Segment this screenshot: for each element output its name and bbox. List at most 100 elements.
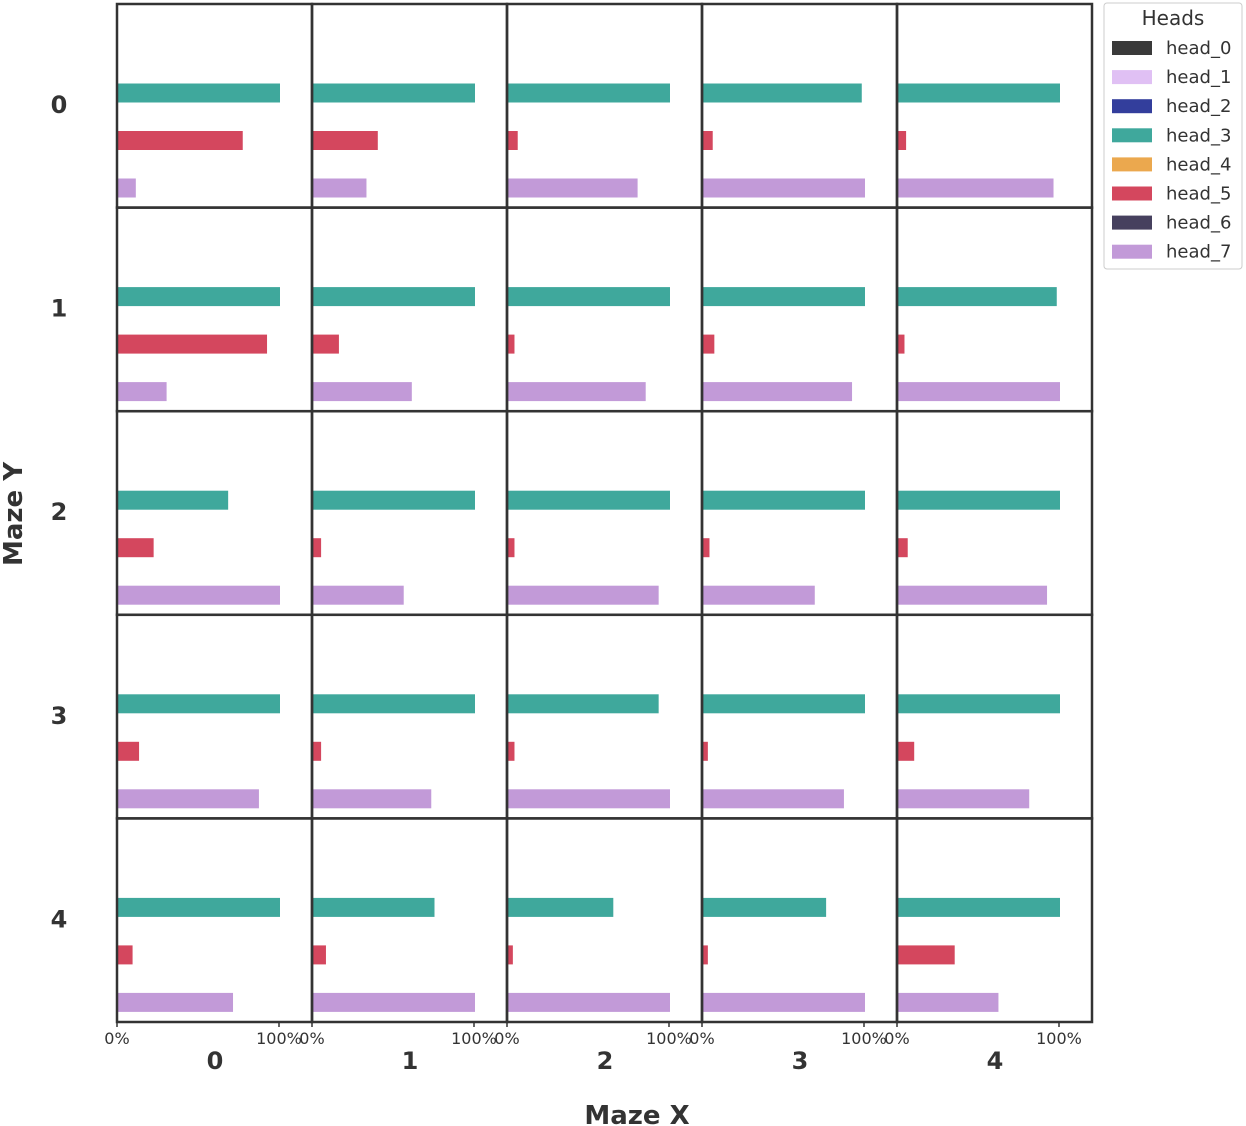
x-tick-label: 0% <box>494 1029 519 1048</box>
panel-y3-x2 <box>508 694 670 809</box>
panel-y3-x1 <box>313 694 475 809</box>
panel-y0-x4 <box>898 83 1060 198</box>
bar-head_7-y3-x2 <box>508 789 670 809</box>
panel-y2-x2 <box>508 490 670 605</box>
bar-head_5-y4-x4 <box>898 945 955 965</box>
bar-head_5-y2-x3 <box>703 538 710 558</box>
bar-head_5-y2-x4 <box>898 538 908 558</box>
legend-swatch <box>1112 244 1152 259</box>
panel-grid <box>115 2 1094 1024</box>
panel-frame-y0-x1 <box>310 2 509 209</box>
panel-frame-y1-x4 <box>895 206 1094 413</box>
x-tick-label: 0% <box>299 1029 324 1048</box>
bar-head_7-y4-x4 <box>898 992 999 1012</box>
bar-head_7-y0-x0 <box>118 178 136 198</box>
bar-head_7-y0-x1 <box>313 178 367 198</box>
legend-swatch <box>1112 70 1152 85</box>
legend-label: head_0 <box>1166 38 1231 59</box>
bar-head_3-y2-x4 <box>898 490 1060 510</box>
bar-head_5-y1-x1 <box>313 334 339 354</box>
legend-label: head_3 <box>1166 125 1231 146</box>
bar-head_5-y3-x0 <box>118 741 140 761</box>
panel-y3-x3 <box>703 694 865 809</box>
legend-swatch <box>1112 99 1152 114</box>
bar-head_5-y2-x0 <box>118 538 154 558</box>
legend-label: head_5 <box>1166 184 1231 205</box>
panel-y2-x4 <box>898 490 1060 605</box>
bar-head_5-y0-x3 <box>703 131 713 150</box>
legend-item-head_0: head_0 <box>1112 38 1231 59</box>
panel-frame-y0-x3 <box>700 2 899 209</box>
panel-frame-y0-x0 <box>115 2 314 209</box>
panel-y1-x0 <box>118 287 280 402</box>
column-labels: 0 1 2 3 4 <box>207 1047 1004 1075</box>
panel-y3-x4 <box>898 694 1060 809</box>
legend-label: head_6 <box>1166 213 1231 234</box>
bar-head_5-y0-x2 <box>508 131 518 150</box>
bar-head_5-y4-x3 <box>703 945 708 965</box>
legend-items: head_0 head_1 head_2 head_3 head_4 head_5head… <box>1112 38 1231 263</box>
column-label: 2 <box>597 1047 614 1075</box>
panel-y4-x0 <box>118 897 280 1012</box>
row-label: 0 <box>51 91 68 119</box>
bar-head_3-y2-x2 <box>508 490 670 510</box>
panel-frame-y0-x4 <box>895 2 1094 209</box>
panel-frame-y0-x2 <box>505 2 704 209</box>
bar-head_3-y1-x2 <box>508 287 670 307</box>
bar-head_7-y0-x4 <box>898 178 1054 198</box>
panel-frame-y2-x1 <box>310 409 509 617</box>
legend-swatch <box>1112 128 1152 143</box>
bar-head_7-y4-x1 <box>313 992 475 1012</box>
panel-frame-y1-x2 <box>505 206 704 413</box>
bar-head_3-y0-x2 <box>508 83 670 103</box>
legend-label: head_4 <box>1166 154 1231 175</box>
bar-head_3-y3-x0 <box>118 694 280 714</box>
panel-frame-y4-x0 <box>115 817 314 1024</box>
bar-head_7-y2-x4 <box>898 585 1048 605</box>
panel-frame-y4-x1 <box>310 817 509 1024</box>
x-tick-label: 100% <box>841 1029 887 1048</box>
x-tick-label: 100% <box>256 1029 302 1048</box>
bar-head_3-y0-x3 <box>703 83 862 103</box>
panel-frame-y4-x2 <box>505 817 704 1024</box>
panel-frames <box>115 2 1094 1024</box>
row-label: 1 <box>51 295 68 323</box>
x-axis-title: Maze X <box>584 1101 689 1126</box>
x-tick-label: 100% <box>451 1029 497 1048</box>
panel-frame-y4-x3 <box>700 817 899 1024</box>
x-tick-label: 0% <box>104 1029 129 1048</box>
bar-head_3-y4-x2 <box>508 897 614 917</box>
panel-y3-x0 <box>118 694 280 809</box>
panel-frame-y3-x2 <box>505 613 704 820</box>
bar-head_7-y1-x1 <box>313 382 412 402</box>
legend-title: Heads <box>1142 6 1205 30</box>
panel-frame-y2-x2 <box>505 409 704 617</box>
legend-item-head_5: head_5 <box>1112 184 1231 205</box>
panel-frame-y3-x1 <box>310 613 509 820</box>
bar-head_7-y3-x0 <box>118 789 259 809</box>
bar-head_7-y3-x4 <box>898 789 1030 809</box>
panel-y4-x1 <box>313 897 475 1012</box>
panel-frame-y2-x3 <box>700 409 899 617</box>
bar-head_7-y1-x4 <box>898 382 1060 402</box>
bar-head_3-y2-x3 <box>703 490 865 510</box>
legend-swatch <box>1112 186 1152 201</box>
legend-label: head_2 <box>1166 96 1231 117</box>
bar-head_7-y0-x3 <box>703 178 865 198</box>
bar-head_7-y0-x2 <box>508 178 638 198</box>
bar-head_3-y2-x1 <box>313 490 475 510</box>
bar-head_7-y1-x3 <box>703 382 853 402</box>
bar-head_7-y2-x0 <box>118 585 280 605</box>
bar-head_5-y1-x3 <box>703 334 715 354</box>
bar-head_3-y4-x1 <box>313 897 435 917</box>
bar-head_5-y0-x4 <box>898 131 907 150</box>
bar-head_7-y2-x3 <box>703 585 815 605</box>
legend-frame <box>1103 2 1243 270</box>
column-label: 4 <box>987 1047 1004 1075</box>
legend-swatch <box>1112 41 1152 55</box>
panel-frame-y4-x4 <box>895 817 1094 1024</box>
panel-frame-y3-x3 <box>700 613 899 820</box>
bar-head_5-y0-x0 <box>118 131 243 150</box>
bar-head_3-y3-x2 <box>508 694 659 714</box>
